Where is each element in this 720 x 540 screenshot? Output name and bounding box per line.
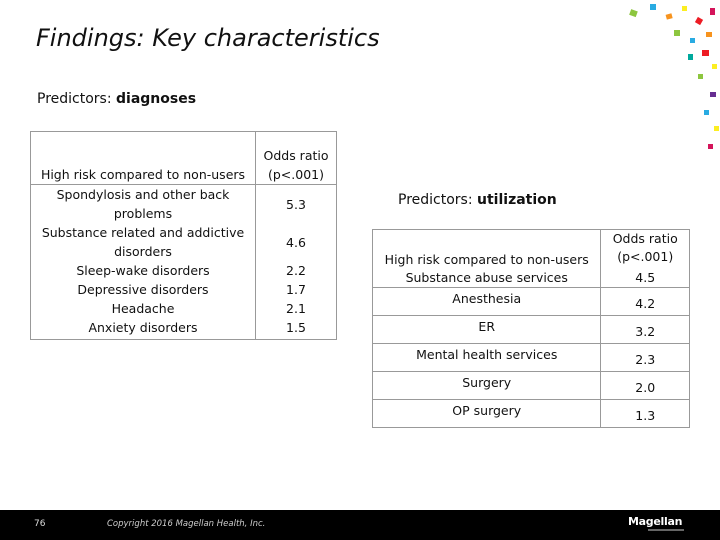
confetti-piece [665,13,673,20]
row-value: 3.2 [600,315,690,344]
row-value: 4.5 [635,270,656,285]
row-value: 1.7 [255,280,337,299]
row-label: Mental health services [371,343,602,372]
row-value: 1.5 [255,318,337,340]
table-row: Sleep-wake disorders 2.2 [30,261,337,280]
magellan-logo: Magellan [628,515,683,528]
row-value: 2.0 [600,371,690,400]
confetti-piece [706,32,712,37]
table-row: Anesthesia 4.2 [371,287,690,316]
utilization-table: High risk compared to non-users Substance… [371,229,690,428]
subtitle-prefix: Predictors: [398,192,478,208]
row-label: Anesthesia [371,287,602,316]
confetti-piece [690,38,695,43]
table-row: ER 3.2 [371,315,690,344]
table-row: Spondylosis and other back problems 5.3 [30,184,337,223]
row-label: OP surgery [371,399,602,428]
page-number: 76 [34,519,46,529]
confetti-piece [629,9,638,18]
confetti-piece [688,54,693,60]
table-row: Surgery 2.0 [371,371,690,400]
row-label: Substance related and addictive disorder… [30,223,256,261]
table-row: Headache 2.1 [30,299,337,318]
row-label: Sleep-wake disorders [30,261,256,280]
header-label: High risk compared to non-users [30,131,256,185]
confetti-piece [712,64,717,69]
footer-bar: 76 Copyright 2016 Magellan Health, Inc. … [0,510,720,540]
confetti-piece [704,110,709,115]
row-value: 2.2 [255,261,337,280]
confetti-piece [710,92,716,97]
row-label: Surgery [371,371,602,400]
logo-tagline-mark [648,529,684,531]
table-header-row: High risk compared to non-users Odds rat… [30,131,337,185]
odds-ratio-label: Odds ratio [612,231,678,246]
subtitle-diagnoses: Predictors: diagnoses [37,91,196,107]
confetti-piece [682,6,687,11]
slide-title: Findings: Key characteristics [36,24,380,52]
confetti-piece [708,144,713,149]
odds-ratio-label: Odds ratio [263,148,329,163]
row-label: Depressive disorders [30,280,256,299]
diagnoses-table: High risk compared to non-users Odds rat… [30,131,337,340]
table-row: Mental health services 2.3 [371,343,690,372]
table-row: Depressive disorders 1.7 [30,280,337,299]
row-value: 2.3 [600,343,690,372]
row-value: 4.6 [255,223,337,261]
confetti-piece [650,4,656,10]
subtitle-prefix: Predictors: [37,91,117,107]
subtitle-keyword: utilization [477,192,557,208]
row-value: 2.1 [255,299,337,318]
table-row: Anxiety disorders 1.5 [30,318,337,340]
confetti-piece [698,74,703,79]
table-header-row: High risk compared to non-users Substance… [371,229,690,288]
header-odds-ratio: Odds ratio (p<.001) [255,131,337,185]
row-value: 1.3 [600,399,690,428]
table-row: Substance related and addictive disorder… [30,223,337,261]
header-odds-ratio: Odds ratio (p<.001) 4.5 [600,229,690,288]
confetti-piece [714,126,719,131]
confetti-piece [674,30,680,36]
confetti-piece [694,16,704,26]
row-label: Headache [30,299,256,318]
subtitle-utilization: Predictors: utilization [398,192,557,208]
row-value: 5.3 [255,184,337,223]
confetti-decoration [629,4,719,149]
row-label: ER [371,315,602,344]
row-label: Anxiety disorders [30,318,256,340]
table-row: OP surgery 1.3 [371,399,690,428]
header-label-text: High risk compared to non-users [384,252,589,267]
copyright-text: Copyright 2016 Magellan Health, Inc. [107,519,266,529]
row-label: Substance abuse services [405,270,568,285]
subtitle-keyword: diagnoses [116,91,197,107]
confetti-piece [710,8,715,15]
header-label: High risk compared to non-users Substance… [371,229,602,288]
p-value-label: (p<.001) [268,167,324,182]
confetti-piece [702,50,709,56]
p-value-label: (p<.001) [617,249,674,264]
row-value: 4.2 [600,287,690,316]
row-label: Spondylosis and other back problems [30,184,256,223]
